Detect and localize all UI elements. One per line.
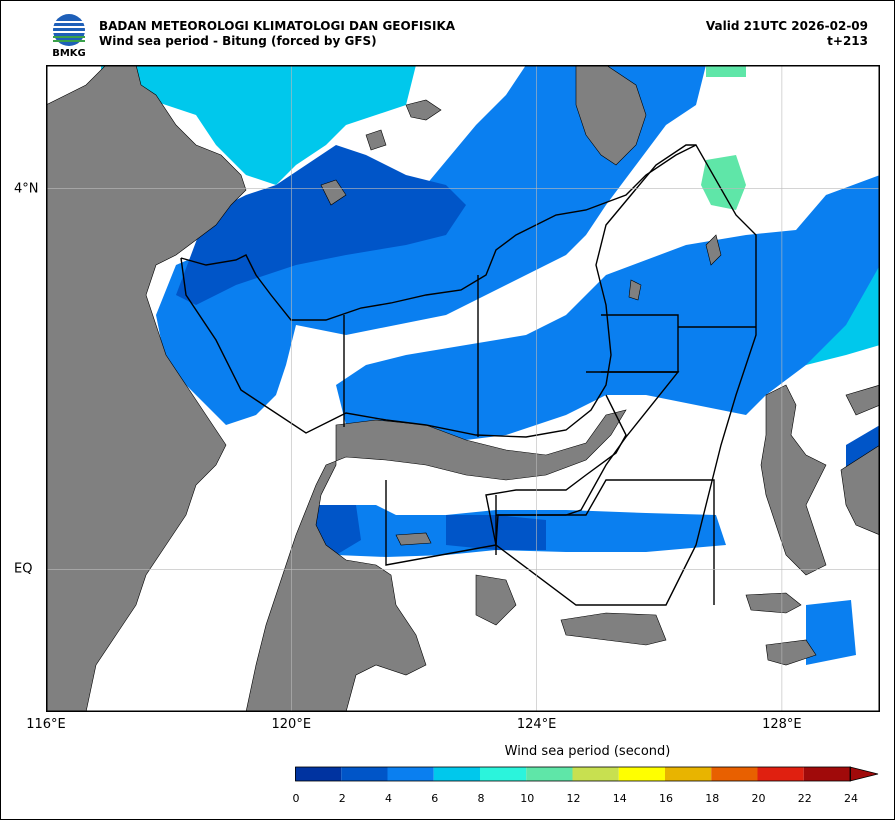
zone-tomini-bay	[385, 479, 715, 605]
colorbar-tick-label: 0	[292, 792, 300, 805]
land-island-obi	[765, 639, 817, 666]
shade-band-10-12-top	[706, 65, 746, 77]
zone-sulawesi-sea-north	[180, 144, 696, 438]
x-tick-label: 128°E	[762, 717, 802, 732]
x-tick-label: 124°E	[516, 717, 557, 732]
land-island-talaud	[628, 279, 642, 301]
land-island-small-1	[320, 179, 347, 206]
logo-text: BMKG	[52, 48, 86, 58]
colorbar-segment	[803, 767, 850, 781]
colorbar-tick-label: 12	[566, 792, 581, 805]
land-masses	[46, 65, 880, 712]
colorbar-segment	[665, 767, 712, 781]
lead-time: t+213	[827, 34, 868, 48]
colorbar-tick-label: 24	[844, 792, 858, 805]
colorbar-segment	[572, 767, 619, 781]
land-island-sulu	[405, 99, 442, 121]
agency-title: BADAN METEOROLOGI KLIMATOLOGI DAN GEOFIS…	[99, 19, 456, 33]
bmkg-logo-icon: BMKG	[52, 14, 86, 58]
x-tick-label: 120°E	[271, 717, 312, 732]
colorbar-tick-label: 2	[338, 792, 346, 805]
land-sulawesi-southeast	[475, 574, 517, 626]
colorbar-tick-label: 20	[751, 792, 766, 805]
colorbar-tick-label: 16	[659, 792, 673, 805]
product-subtitle: Wind sea period - Bitung (forced by GFS)	[99, 34, 377, 48]
land-halmahera	[760, 384, 827, 576]
graticule	[46, 65, 880, 712]
colorbar-segment	[433, 767, 480, 781]
colorbar-segment	[711, 767, 758, 781]
header-left: BADAN METEOROLOGI KLIMATOLOGI DAN GEOFIS…	[99, 19, 455, 49]
colorbar-tick-label: 22	[797, 792, 812, 805]
y-tick-label: 4°N	[14, 181, 39, 197]
x-tick-label: 116°E	[26, 717, 66, 732]
colorbar-segment	[618, 767, 665, 781]
valid-time: Valid 21UTC 2026-02-09	[705, 19, 868, 33]
colorbar-tick-label: 10	[520, 792, 535, 805]
land-sulawesi-north-arm	[245, 409, 627, 712]
land-mindanao	[575, 65, 647, 166]
shade-band-2-4-main	[156, 65, 706, 425]
colorbar	[295, 766, 879, 782]
header-right: Valid 21UTC 2026-02-09 t+213	[706, 19, 868, 49]
land-sangihe-islands	[705, 234, 722, 266]
colorbar-outline	[295, 766, 851, 782]
colorbar-tick-label: 14	[612, 792, 627, 805]
shade-band-4-6-southeast	[806, 600, 856, 665]
y-tick-label: EQ	[14, 561, 33, 577]
land-island-togian	[395, 532, 432, 546]
shade-band-2-4-east	[336, 175, 880, 440]
shade-band-10-12	[701, 155, 746, 210]
forecast-zone-boundaries	[180, 144, 757, 606]
colorbar-tick-label: 18	[705, 792, 720, 805]
shade-band-4-6-north	[101, 65, 416, 185]
land-island-sula	[745, 592, 802, 614]
colorbar-tick-label: 8	[477, 792, 485, 805]
zone-sulawesi-sea-inner	[180, 144, 757, 606]
colorbar-segment	[757, 767, 804, 781]
colorbar-tick-label: 4	[385, 792, 392, 805]
colorbar-title: Wind sea period (second)	[504, 744, 671, 759]
colorbar-segment	[526, 767, 573, 781]
colorbar-segment	[341, 767, 388, 781]
map-border	[46, 65, 880, 712]
colorbar-segment	[480, 767, 527, 781]
land-island-banggai	[560, 612, 667, 646]
land-island-small-2	[365, 129, 387, 151]
land-moluccas-east	[845, 384, 880, 416]
wind-sea-period-map	[46, 65, 880, 712]
shade-band-0-2-north	[176, 145, 466, 305]
colorbar-segment	[295, 767, 342, 781]
colorbar-extend-arrow	[849, 766, 879, 782]
land-moluccas-right	[840, 444, 880, 536]
colorbar-tick-label: 6	[431, 792, 439, 805]
land-borneo	[46, 65, 247, 712]
colorbar-segment	[387, 767, 434, 781]
